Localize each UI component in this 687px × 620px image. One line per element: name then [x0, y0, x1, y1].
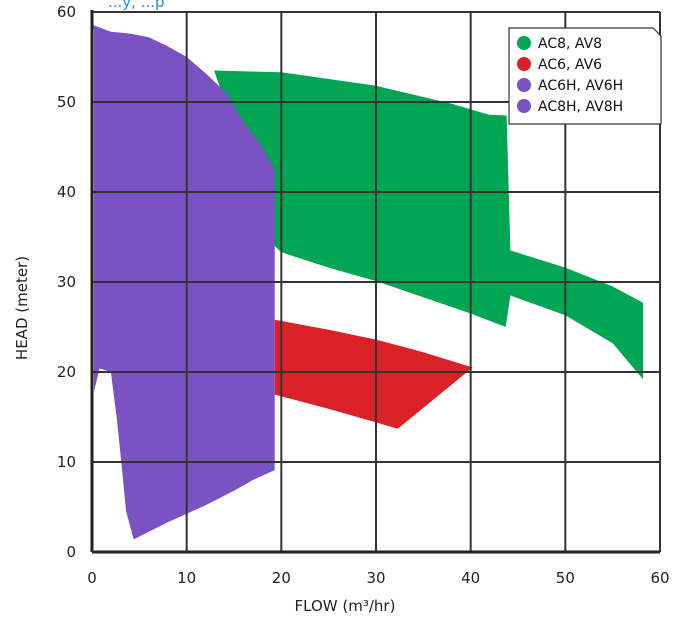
legend-label: AC6H, AV6H — [538, 78, 623, 94]
x-axis-title: FLOW (m³/hr) — [295, 597, 396, 615]
legend-swatch — [517, 99, 531, 113]
x-tick-label: 30 — [366, 569, 385, 587]
legend-label: AC8, AV8 — [538, 36, 602, 52]
legend-label: AC6, AV6 — [538, 57, 602, 73]
legend-box — [508, 27, 662, 125]
chart-grid — [92, 11, 661, 552]
y-tick-label: 50 — [57, 93, 76, 111]
x-tick-label: 40 — [461, 569, 480, 587]
y-tick-label: 40 — [57, 183, 76, 201]
y-tick-label: 60 — [57, 3, 76, 21]
chart-axes — [90, 10, 660, 554]
y-tick-label: 0 — [66, 543, 76, 561]
y-axis-title: HEAD (meter) — [13, 256, 31, 360]
legend-swatch — [517, 78, 531, 92]
chart-title-fragment: ...y, ...p — [108, 0, 165, 11]
series-area-2 — [274, 319, 473, 429]
chart-tick-labels: 0 10 20 30 40 50 60 0 10 20 30 40 50 60 — [57, 3, 670, 587]
legend-swatch — [517, 36, 531, 50]
legend-label: AC8H, AV8H — [538, 99, 623, 115]
y-tick-label: 10 — [57, 453, 76, 471]
x-tick-label: 10 — [177, 569, 196, 587]
x-tick-label: 60 — [650, 569, 669, 587]
x-tick-label: 0 — [87, 569, 97, 587]
legend-swatch — [517, 57, 531, 71]
x-tick-label: 20 — [272, 569, 291, 587]
series-area-1 — [214, 70, 643, 380]
chart-legend: AC8, AV8 AC6, AV6 AC6H, AV6H AC8H, AV8H — [508, 27, 662, 125]
x-tick-label: 50 — [556, 569, 575, 587]
y-tick-label: 30 — [57, 273, 76, 291]
y-tick-label: 20 — [57, 363, 76, 381]
